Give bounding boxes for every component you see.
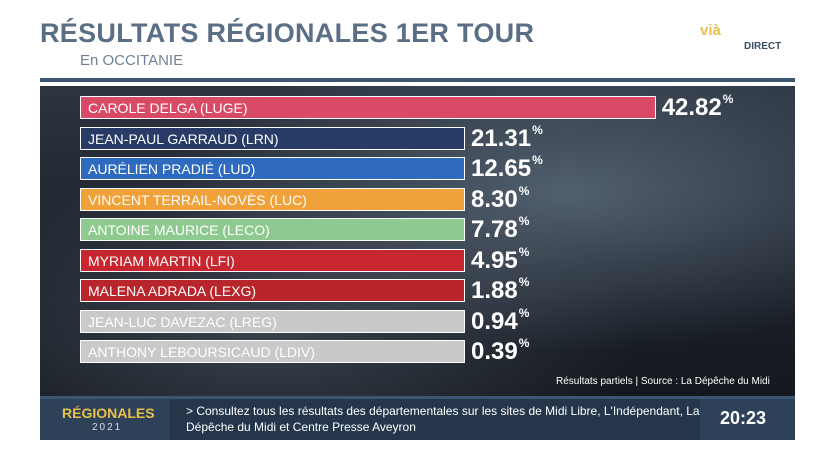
candidate-label: ANTOINE MAURICE (LECO) — [88, 222, 270, 238]
result-bar: ANTOINE MAURICE (LECO) — [80, 218, 465, 241]
percent-unit: % — [532, 153, 543, 167]
clock-box: 20:23 — [700, 399, 795, 440]
ticker-text: > Consultez tous les résultats des dépar… — [186, 404, 700, 434]
page-title: RÉSULTATS RÉGIONALES 1ER TOUR — [40, 18, 535, 48]
percent-unit: % — [518, 305, 530, 320]
result-bar: JEAN-LUC DAVEZAC (LREG) — [80, 309, 465, 333]
result-bar: AURÉLIEN PRADIÉ (LUD) — [80, 157, 465, 180]
candidate-label: JEAN-LUC DAVEZAC (LREG) — [88, 313, 277, 330]
percentage-label: 0.39% — [471, 336, 530, 366]
percentage-label: 8.30% — [471, 183, 530, 214]
percentage-label: 12.65% — [471, 153, 543, 183]
percentage-label: 4.95% — [471, 244, 530, 275]
result-bar: MALENA ADRADA (LEXG) — [80, 279, 465, 302]
candidate-label: MYRIAM MARTIN (LFI) — [88, 252, 235, 269]
percent-unit: % — [722, 92, 734, 106]
header-divider — [40, 78, 795, 82]
result-bar: MYRIAM MARTIN (LFI) — [80, 248, 465, 272]
percentage-value: 1.88 — [471, 277, 518, 304]
ticker-year: 2021 — [92, 422, 123, 433]
candidate-label: JEAN-PAUL GARRAUD (LRN) — [88, 130, 279, 147]
candidate-label: CAROLE DELGA (LUGE) — [88, 100, 248, 116]
percent-unit: % — [532, 122, 543, 137]
percentage-value: 7.78 — [471, 216, 518, 243]
news-ticker: RÉGIONALES 2021 > Consultez tous les rés… — [40, 399, 795, 440]
channel-logo: vià — [700, 22, 721, 39]
percentage-label: 21.31% — [471, 122, 543, 153]
percentage-value: 0.94 — [471, 307, 518, 335]
live-badge: DIRECT — [744, 41, 782, 52]
candidate-label: MALENA ADRADA (LEXG) — [88, 283, 257, 299]
percent-unit: % — [518, 336, 530, 350]
ticker-brand-box: RÉGIONALES 2021 — [40, 399, 170, 440]
percent-unit: % — [518, 214, 530, 228]
percentage-value: 4.95 — [471, 246, 518, 274]
percentage-label: 0.94% — [471, 305, 530, 336]
percentage-value: 0.39 — [471, 338, 518, 365]
percentage-label: 42.82% — [661, 92, 734, 122]
percentage-label: 7.78% — [471, 214, 530, 244]
result-bar: ANTHONY LEBOURSICAUD (LDIV) — [80, 340, 465, 363]
result-bar: JEAN-PAUL GARRAUD (LRN) — [80, 126, 465, 150]
result-bar: VINCENT TERRAIL-NOVÈS (LUC) — [80, 187, 465, 211]
percent-unit: % — [518, 244, 530, 259]
source-note: Résultats partiels | Source : La Dépêche… — [556, 376, 770, 387]
percentage-value: 21.31 — [471, 124, 532, 152]
percentage-label: 1.88% — [471, 275, 530, 305]
candidate-label: AURÉLIEN PRADIÉ (LUD) — [88, 161, 256, 177]
ticker-divider — [40, 396, 795, 399]
clock: 20:23 — [720, 408, 767, 428]
percentage-value: 12.65 — [471, 155, 532, 182]
region-subtitle: En OCCITANIE — [80, 52, 184, 69]
percentage-value: 8.30 — [471, 185, 518, 213]
candidate-label: ANTHONY LEBOURSICAUD (LDIV) — [88, 344, 315, 360]
percentage-value: 42.82 — [661, 94, 722, 121]
percent-unit: % — [518, 183, 530, 198]
candidate-label: VINCENT TERRAIL-NOVÈS (LUC) — [88, 191, 307, 208]
result-bar: CAROLE DELGA (LUGE) — [80, 96, 656, 119]
ticker-brand: RÉGIONALES — [62, 405, 155, 421]
percent-unit: % — [518, 275, 530, 289]
